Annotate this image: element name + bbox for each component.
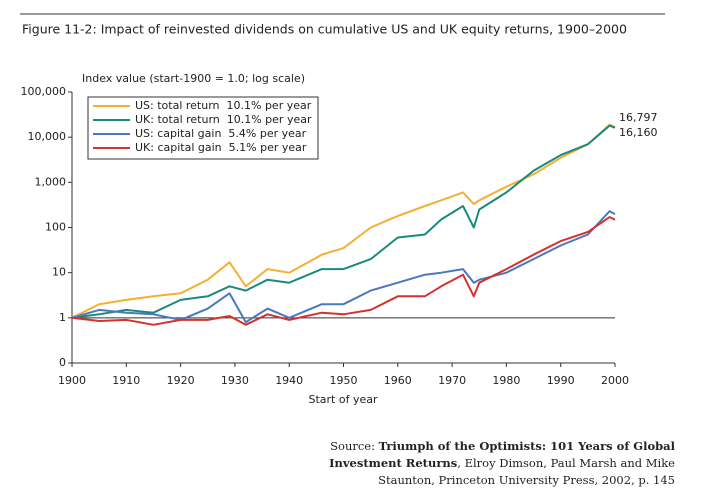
- x-tick-label: 1980: [492, 374, 520, 387]
- series-line: [71, 210, 616, 324]
- x-tick-label: 1930: [221, 374, 249, 387]
- x-tick-label: 1900: [58, 374, 86, 387]
- y-tick-label: 1,000: [35, 175, 67, 188]
- x-tick-label: 1940: [275, 374, 303, 387]
- legend-label: US: capital gain 5.4% per year: [135, 127, 307, 140]
- x-tick-label: 1970: [438, 374, 466, 387]
- legend-label: UK: capital gain 5.1% per year: [135, 141, 307, 154]
- y-axis-label: Index value (start-1900 = 1.0; log scale…: [82, 72, 305, 85]
- y-tick-label: 10,000: [28, 130, 67, 143]
- x-axis-label: Start of year: [308, 393, 377, 406]
- y-tick-label: 10: [52, 266, 66, 279]
- x-tick-label: 1920: [167, 374, 195, 387]
- x-tick-label: 1990: [547, 374, 575, 387]
- end-label: 16,797: [619, 111, 658, 124]
- y-tick-label: 1: [59, 311, 66, 324]
- x-tick-label: 1960: [384, 374, 412, 387]
- source-prefix: Source:: [330, 439, 379, 453]
- chart: Figure 11-2: Impact of reinvested divide…: [20, 13, 665, 406]
- series-line: [71, 124, 616, 319]
- x-tick-label: 1910: [112, 374, 140, 387]
- series-line: [71, 123, 616, 319]
- legend-label: US: total return 10.1% per year: [135, 99, 312, 112]
- legend-label: UK: total return 10.1% per year: [135, 113, 312, 126]
- end-label: 16,160: [619, 126, 658, 139]
- x-tick-label: 2000: [601, 374, 629, 387]
- source: Source: Triumph of the Optimists: 101 Ye…: [300, 438, 675, 489]
- series-line: [71, 216, 616, 326]
- source-rest: , Elroy Dimson, Paul Marsh and Mike Stau…: [378, 456, 675, 487]
- y-tick-label: 100: [45, 221, 66, 234]
- y-tick-label: 0: [59, 356, 66, 369]
- y-tick-label: 100,000: [21, 85, 67, 98]
- chart-title: Figure 11-2: Impact of reinvested divide…: [22, 22, 627, 37]
- source-book: Triumph of the Optimists: 101 Years of G…: [329, 439, 675, 470]
- x-tick-label: 1950: [330, 374, 358, 387]
